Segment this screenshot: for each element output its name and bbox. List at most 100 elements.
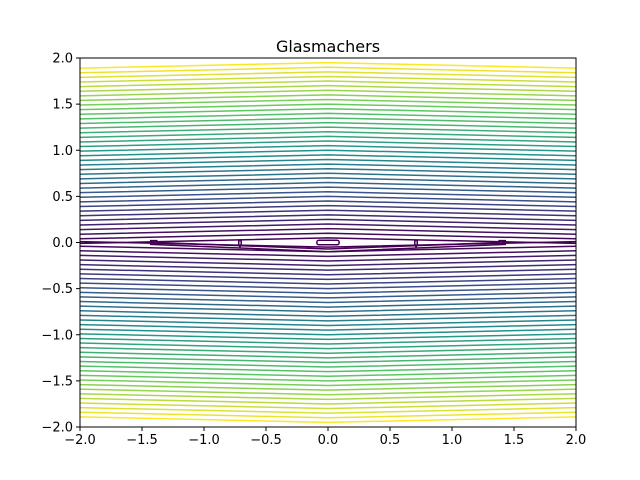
contour-line [80, 300, 576, 308]
contour-line [80, 214, 576, 222]
y-tick-label: 2.0 [52, 52, 73, 67]
contour-line [80, 282, 576, 290]
x-tick-label: −1.5 [126, 433, 158, 448]
closed-contour [149, 239, 507, 253]
contour-line [80, 177, 576, 185]
x-tick-label: 0.0 [318, 433, 339, 448]
chart-title: Glasmachers [276, 37, 380, 56]
contour-line [80, 195, 576, 203]
contour-line [80, 393, 576, 401]
contour-line [80, 191, 576, 199]
contour-line [80, 117, 576, 125]
closed-contour [237, 239, 242, 249]
contour-line [80, 383, 576, 391]
contour-line [80, 158, 576, 166]
contour-line [80, 144, 576, 152]
x-tick-label: 1.0 [442, 433, 463, 448]
contour-line [80, 397, 576, 405]
contour-line [80, 337, 576, 345]
contour-line [80, 80, 576, 88]
contour-line [80, 112, 576, 120]
contour-line [80, 232, 576, 240]
contour-line [80, 154, 576, 162]
contour-line [80, 374, 576, 382]
contour-lines [80, 61, 576, 424]
contour-line [80, 333, 576, 341]
contour-line [80, 223, 576, 231]
contour-line [80, 263, 576, 271]
contour-line [80, 305, 576, 313]
contour-line [80, 172, 576, 180]
y-tick-label: 0.5 [52, 190, 73, 205]
contour-line [80, 89, 576, 97]
contour-line [80, 273, 576, 281]
contour-line [80, 121, 576, 129]
y-tick-label: −1.0 [41, 328, 73, 343]
closed-contour [316, 239, 340, 246]
y-tick-label: 1.0 [52, 144, 73, 159]
contour-line [80, 356, 576, 364]
contour-line [80, 94, 576, 102]
contour-line [80, 268, 576, 276]
x-tick-label: −2.0 [64, 433, 96, 448]
contour-line [80, 98, 576, 106]
y-tick-label: 0.0 [52, 236, 73, 251]
contour-line [80, 167, 576, 175]
contour-line [80, 227, 576, 235]
contour-line [80, 277, 576, 285]
contour-line [80, 388, 576, 396]
contour-line [80, 406, 576, 414]
contour-line [80, 416, 576, 424]
contour-line [80, 103, 576, 111]
contour-line [80, 379, 576, 387]
closed-contour [414, 239, 419, 249]
contour-line [80, 310, 576, 318]
contour-line [80, 186, 576, 194]
contour-line [80, 346, 576, 354]
contour-line [80, 209, 576, 217]
contour-line [80, 411, 576, 419]
y-tick-label: −1.5 [41, 374, 73, 389]
contour-line [80, 135, 576, 143]
contour-line [80, 66, 576, 74]
contour-line [80, 84, 576, 92]
contour-line [80, 71, 576, 79]
contour-line [80, 360, 576, 368]
contour-line [80, 107, 576, 116]
contour-line [80, 296, 576, 304]
contour-line [80, 319, 576, 327]
contour-line [80, 126, 576, 134]
contour-line [80, 286, 576, 294]
x-tick-label: −1.0 [188, 433, 220, 448]
contour-line [80, 237, 576, 245]
contour-line [80, 259, 576, 267]
x-tick-label: 1.5 [504, 433, 525, 448]
contour-line [80, 75, 576, 83]
x-tick-label: 2.0 [566, 433, 587, 448]
y-tick-label: −2.0 [41, 421, 73, 436]
contour-line [80, 291, 576, 299]
y-axis-ticks: 2.0 1.5 1.0 0.5 0.0 −0.5 −1.0 −1.5 −2.0 [41, 52, 80, 436]
contour-line [80, 342, 576, 350]
y-tick-label: 1.5 [52, 98, 73, 113]
contour-line [80, 181, 576, 189]
contour-line [80, 323, 576, 331]
contour-line [80, 314, 576, 322]
x-tick-label: −0.5 [250, 433, 282, 448]
contour-line [80, 131, 576, 139]
contour-line [80, 351, 576, 359]
contour-line [80, 369, 576, 378]
contour-line [80, 140, 576, 148]
contour-line [80, 163, 576, 171]
contour-line [80, 200, 576, 208]
contour-line [80, 61, 576, 69]
contour-line [80, 402, 576, 410]
plot-area-frame [79, 57, 577, 428]
x-axis-ticks: −2.0 −1.5 −1.0 −0.5 0.0 0.5 1.0 1.5 2.0 [64, 427, 586, 448]
contour-line [80, 204, 576, 212]
contour-line [80, 218, 576, 226]
contour-line [80, 149, 576, 157]
x-tick-label: 0.5 [380, 433, 401, 448]
contour-line [80, 250, 576, 258]
